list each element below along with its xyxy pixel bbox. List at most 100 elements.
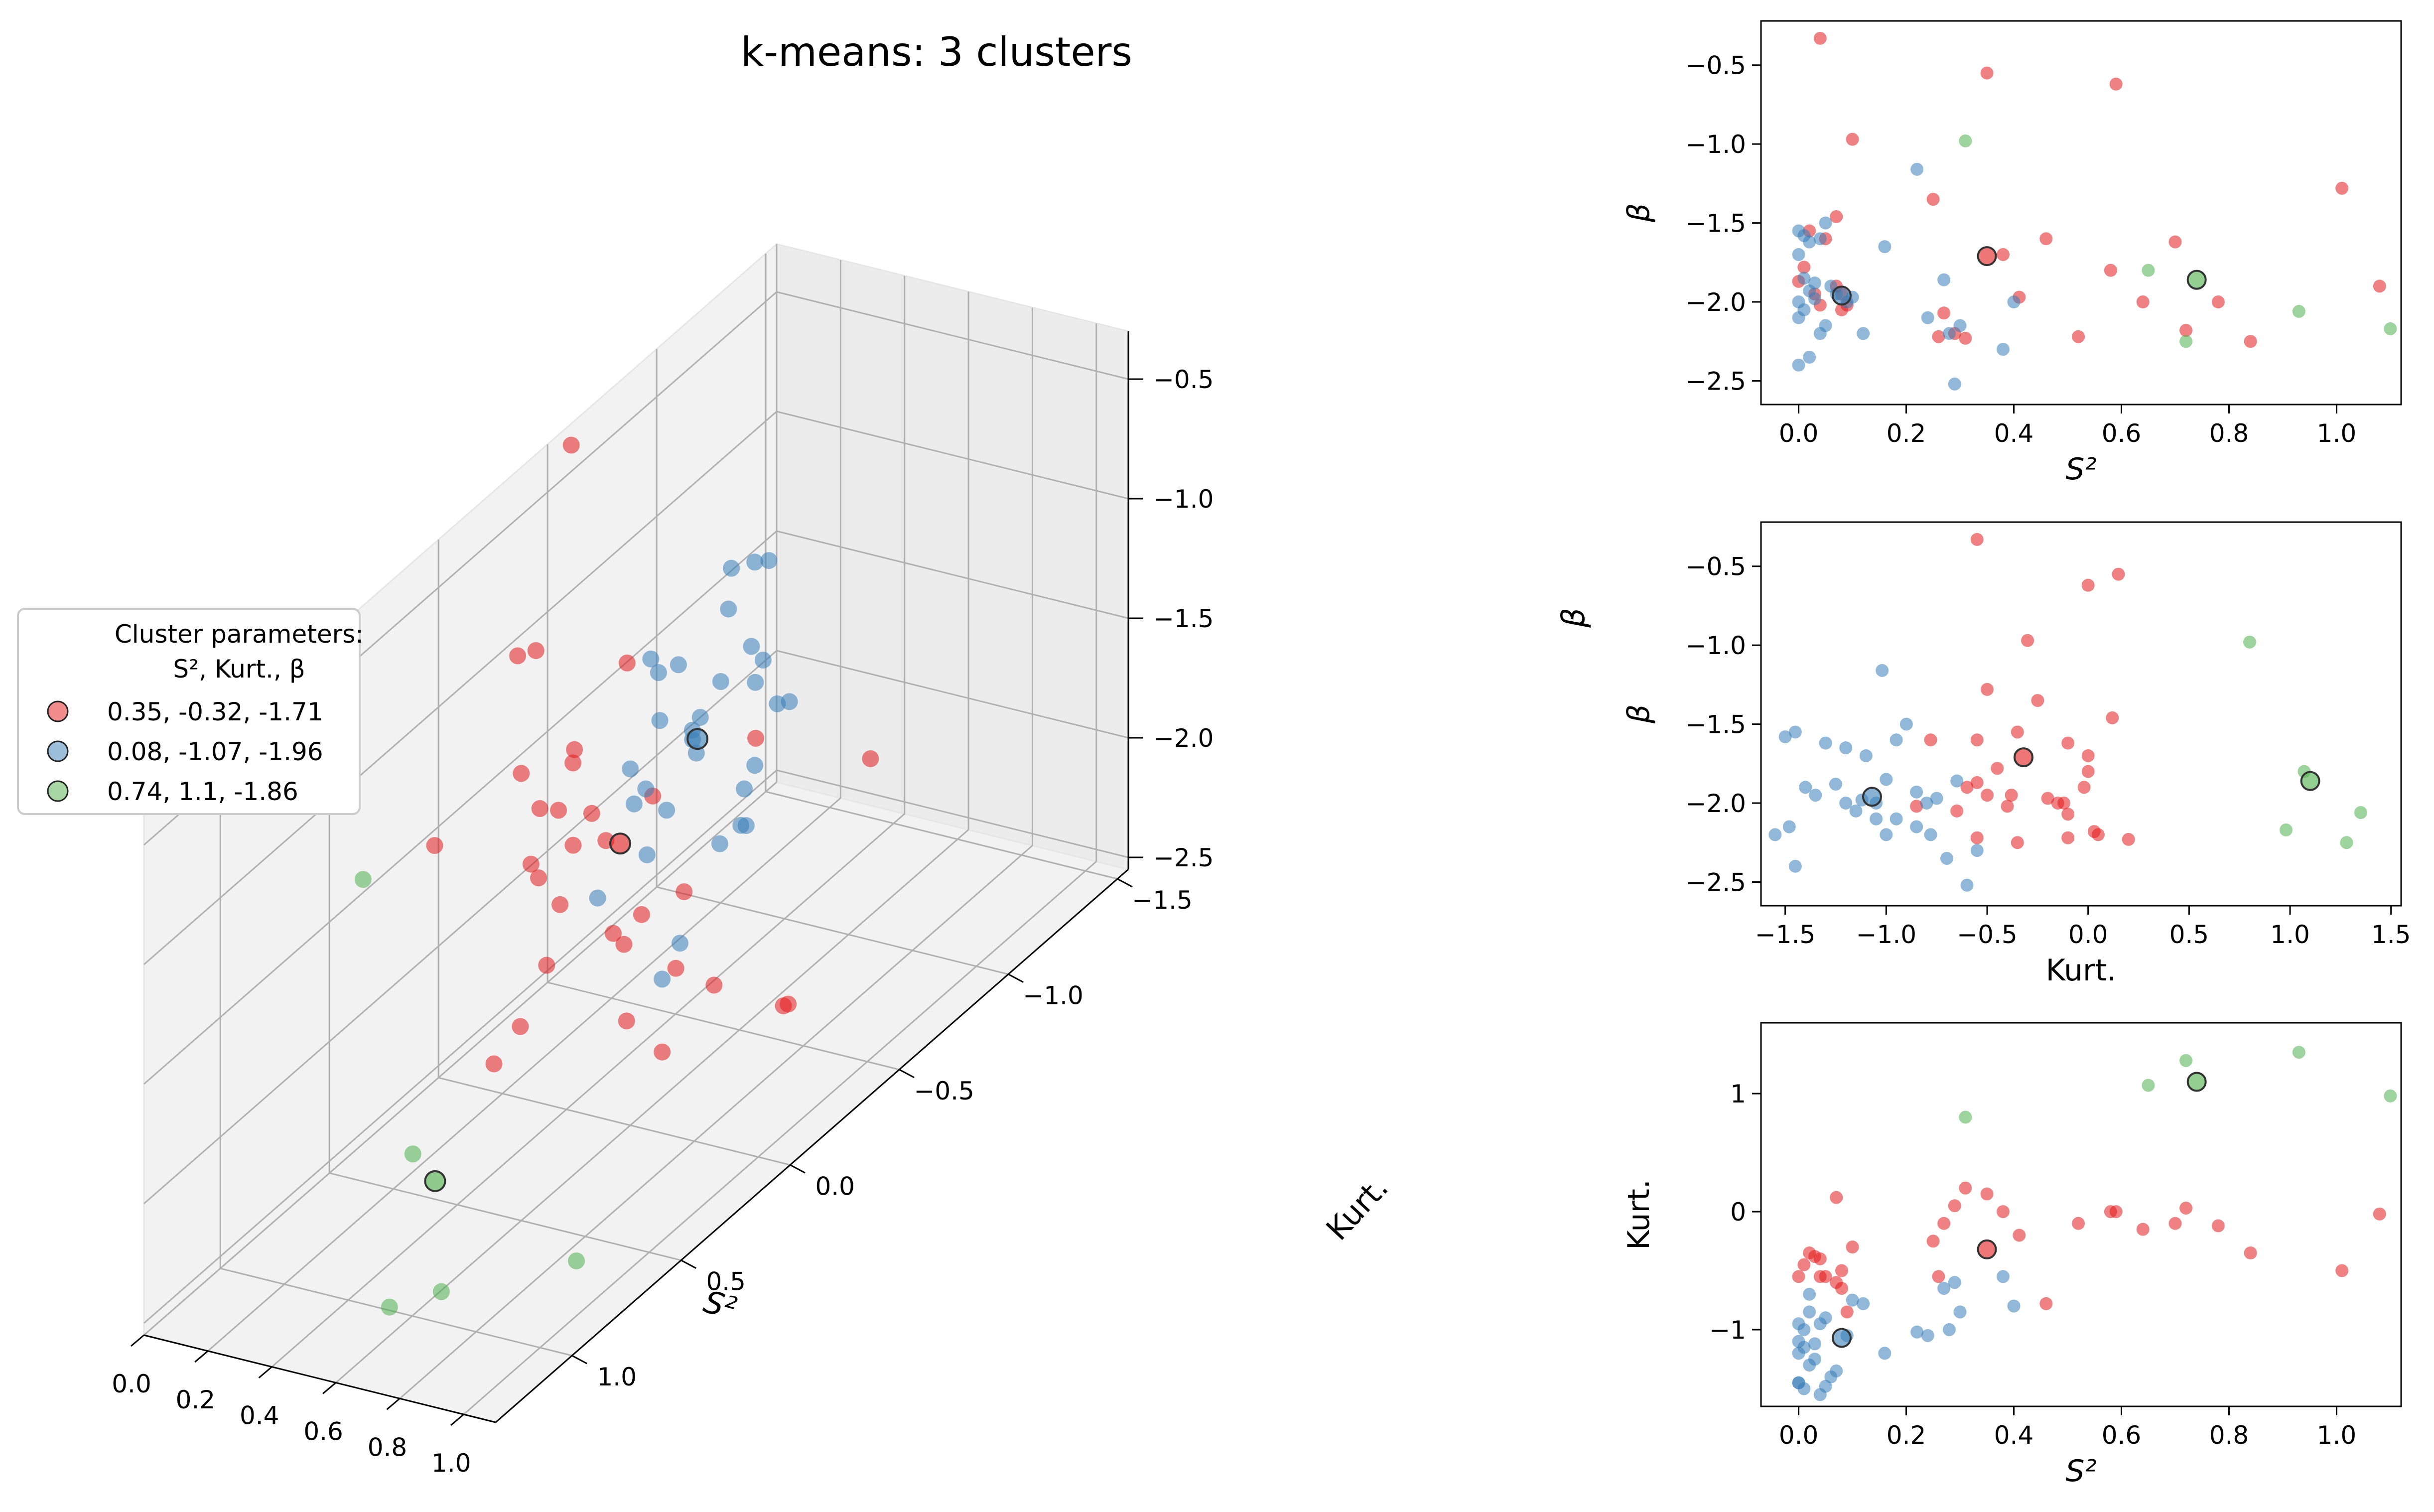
- back-pane: [776, 243, 1129, 870]
- grid-y-floor: [765, 791, 1118, 880]
- data-points: [354, 436, 879, 1316]
- x-tick-label: 0.2: [1887, 1421, 1926, 1450]
- point-cluster-2: [1899, 717, 1913, 731]
- point-cluster-2: [1940, 851, 1953, 865]
- point-cluster-2: [1803, 235, 1816, 249]
- x-tick-label: 1.0: [2317, 1421, 2357, 1450]
- point-cluster-1: [2013, 1229, 2026, 1242]
- point-3d-cluster-1: [604, 925, 622, 942]
- y-axis-line: [495, 868, 1129, 1423]
- point-cluster-2: [1878, 240, 1892, 254]
- grid-y-floor: [547, 981, 900, 1071]
- point-cluster-2: [1808, 1337, 1821, 1351]
- point-cluster-2: [1829, 778, 1842, 791]
- point-cluster-2: [1797, 1341, 1811, 1354]
- point-cluster-1: [1970, 733, 1984, 747]
- point-cluster-3: [2179, 335, 2193, 348]
- point-cluster-2: [1808, 292, 1821, 305]
- point-3d-cluster-1: [775, 997, 792, 1014]
- point-cluster-1: [1932, 1270, 1945, 1283]
- point-cluster-1: [2335, 181, 2349, 195]
- point-cluster-3: [2142, 1079, 2155, 1092]
- centroid-cluster-1: [1977, 246, 1997, 267]
- x-tick-label: −1.5: [1755, 920, 1815, 949]
- point-cluster-1: [1970, 831, 1984, 844]
- y-tick: [899, 1069, 915, 1079]
- y-axis-label: β: [1622, 203, 1656, 223]
- point-cluster-1: [2168, 235, 2182, 249]
- point-cluster-2: [1948, 377, 1961, 391]
- point-cluster-3: [2292, 305, 2305, 318]
- point-cluster-1: [2373, 279, 2386, 293]
- point-cluster-1: [1835, 1282, 1848, 1295]
- point-3d-cluster-3: [568, 1252, 585, 1269]
- y-tick-label: −1.5: [1686, 209, 1746, 238]
- x-tick-label: 0.8: [2209, 1421, 2249, 1450]
- y-tick-label: 1.0: [597, 1363, 637, 1391]
- grid-y-floor: [438, 1077, 791, 1166]
- point-3d-cluster-2: [723, 559, 740, 577]
- centroid-cluster-2: [1862, 787, 1882, 807]
- centroid-cluster-2: [1831, 1328, 1852, 1348]
- point-cluster-1: [1960, 781, 1974, 794]
- x-tick-label: 0.5: [2169, 920, 2209, 949]
- grid-x-floor: [399, 845, 1033, 1399]
- point-3d-cluster-2: [650, 664, 667, 682]
- point-3d-cluster-1: [564, 754, 582, 772]
- point-cluster-1: [1819, 1270, 1832, 1283]
- y-tick-label: −0.5: [914, 1077, 974, 1105]
- point-cluster-2: [1970, 844, 1984, 857]
- point-cluster-2: [1792, 1317, 1805, 1331]
- point-cluster-1: [2081, 749, 2095, 762]
- centroid-3d-cluster-2: [686, 728, 709, 750]
- point-cluster-1: [2061, 808, 2075, 821]
- point-cluster-1: [2011, 836, 2024, 849]
- point-3d-cluster-1: [633, 906, 650, 923]
- x-tick: [194, 1350, 209, 1363]
- point-cluster-1: [1996, 248, 2010, 261]
- point-cluster-1: [2072, 1217, 2085, 1230]
- point-3d-cluster-2: [743, 638, 760, 655]
- point-cluster-2: [1876, 664, 1889, 677]
- point-3d-cluster-1: [485, 1055, 503, 1073]
- grid-z-back: [776, 291, 1129, 380]
- y-tick: [1008, 973, 1024, 983]
- point-cluster-2: [1819, 319, 1832, 332]
- x-tick-label: 0.4: [1994, 1421, 2034, 1450]
- point-cluster-2: [1920, 797, 1933, 810]
- point-cluster-1: [2087, 825, 2101, 838]
- point-3d-cluster-3: [354, 871, 372, 888]
- point-cluster-2: [1792, 358, 1805, 372]
- point-cluster-1: [1926, 193, 1940, 206]
- grid-x-floor: [207, 797, 841, 1352]
- gridlines: [143, 244, 1129, 1415]
- point-3d-cluster-2: [625, 795, 643, 813]
- y-tick-label: −2.0: [1686, 288, 1746, 317]
- point-cluster-2: [2007, 1299, 2021, 1313]
- point-cluster-2: [1890, 733, 1903, 747]
- point-cluster-1: [2031, 694, 2044, 707]
- x-axis-label: Kurt.: [2046, 953, 2117, 988]
- point-3d-cluster-1: [550, 802, 567, 819]
- point-cluster-2: [1830, 1364, 1843, 1377]
- point-3d-cluster-1: [705, 976, 723, 994]
- centroid-cluster-1: [1977, 1239, 1997, 1259]
- x-tick-label: 1.0: [2270, 920, 2310, 949]
- point-cluster-1: [2061, 736, 2075, 750]
- point-cluster-2: [1768, 828, 1782, 841]
- point-cluster-2: [1857, 327, 1870, 340]
- y-tick-label: 0.5: [706, 1267, 746, 1296]
- point-cluster-2: [1849, 804, 1863, 818]
- point-cluster-1: [1932, 330, 1945, 343]
- point-cluster-1: [1846, 1240, 1859, 1254]
- point-cluster-1: [1937, 1217, 1951, 1230]
- point-cluster-1: [1910, 800, 1923, 813]
- x-tick-label: 0.8: [2209, 419, 2249, 448]
- point-cluster-1: [1924, 733, 1937, 747]
- point-cluster-1: [2211, 1219, 2225, 1233]
- point-cluster-2: [1937, 273, 1951, 286]
- point-cluster-1: [2104, 1205, 2117, 1219]
- x-tick-label: 0.6: [2102, 1421, 2142, 1450]
- point-3d-cluster-2: [658, 802, 676, 819]
- point-cluster-1: [2039, 1297, 2053, 1310]
